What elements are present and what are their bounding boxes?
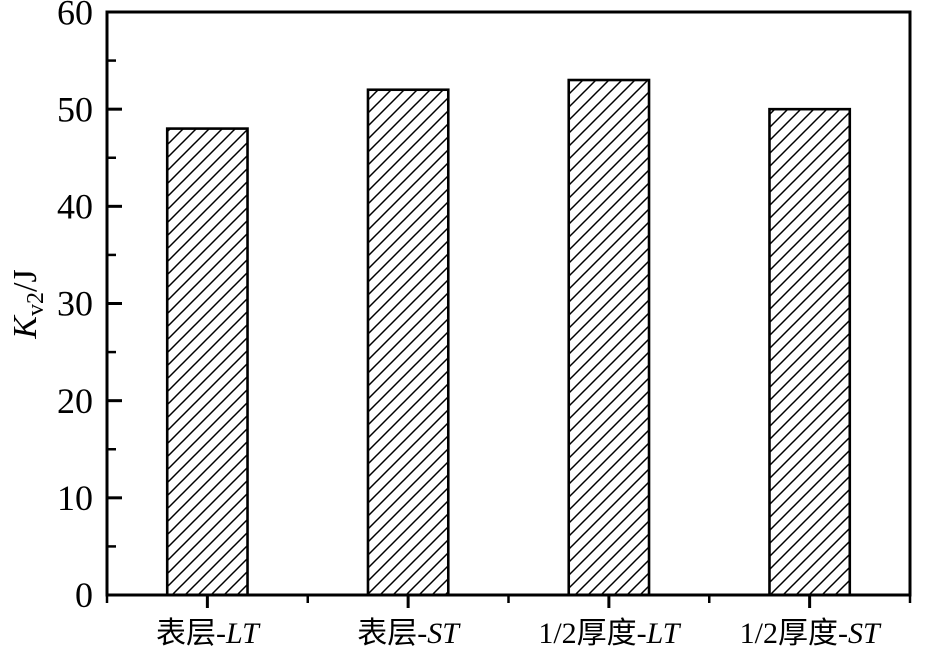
y-tick-label: 10 <box>57 478 93 518</box>
bar <box>768 107 852 597</box>
x-tick-label: 1/2厚度-ST <box>740 617 882 650</box>
y-tick-label: 0 <box>75 575 93 615</box>
tick-labels-group: 0 10 20 30 40 50 60 表层-LT 表层-ST 1/2厚度-LT 1/2厚度-ST <box>57 0 882 650</box>
bar <box>567 78 651 597</box>
x-tick-label: 表层-ST <box>357 617 461 650</box>
y-tick-label: 20 <box>57 381 93 421</box>
y-axis-title: Kv2/J <box>7 269 49 339</box>
y-tick-label: 30 <box>57 284 93 324</box>
y-tick-label: 60 <box>57 0 93 32</box>
y-tick-label: 40 <box>57 187 93 227</box>
x-tick-label: 1/2厚度-LT <box>538 617 681 650</box>
axis-titles-group: Kv2/J <box>7 269 49 339</box>
ticks-group <box>105 59 912 608</box>
x-tick-label: 表层-LT <box>156 617 261 650</box>
bar <box>366 88 450 597</box>
bars-group <box>165 78 852 597</box>
bar <box>165 127 249 597</box>
y-tick-label: 50 <box>57 89 93 129</box>
